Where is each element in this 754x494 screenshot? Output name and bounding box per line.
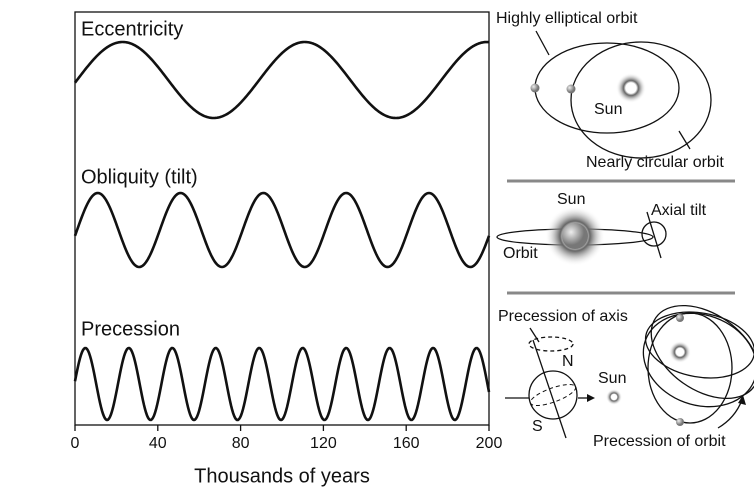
label: Sun [557, 191, 585, 208]
equator [529, 383, 577, 407]
label: N [562, 353, 574, 370]
label: Sun [594, 101, 622, 118]
earth [528, 370, 578, 420]
series-label: Eccentricity [81, 18, 183, 40]
label: Nearly circular orbit [586, 154, 724, 171]
series-line [73, 40, 490, 120]
planet [566, 84, 576, 94]
label: Precession of axis [498, 308, 628, 325]
planet [676, 314, 684, 322]
plot-frame [74, 11, 490, 426]
sun-core [562, 223, 588, 249]
arrow-head [587, 394, 595, 402]
planet [530, 83, 540, 93]
series-line [73, 346, 491, 422]
pointer [678, 130, 691, 150]
label: Precession of orbit [593, 433, 726, 450]
pointer [535, 30, 550, 56]
x-axis-label: Thousands of years [194, 465, 370, 487]
label: S [532, 418, 543, 435]
x-tick-label: 120 [310, 435, 337, 452]
sun [669, 341, 691, 363]
arrow-head [738, 395, 746, 405]
pointer [529, 327, 540, 343]
x-tick-label: 80 [232, 435, 250, 452]
obliquity-diagram: Sun Axial tilt Orbit [496, 191, 707, 266]
x-tick-label: 0 [71, 435, 80, 452]
eccentricity-diagram: Highly elliptical orbit Sun Nearly circu… [496, 10, 724, 171]
axis [532, 339, 567, 439]
precession-diagram: Precession of axis N S Sun Precession of… [498, 304, 754, 450]
planet [676, 418, 684, 426]
orbit [644, 311, 754, 379]
orbit [534, 42, 680, 134]
sun [616, 73, 646, 103]
orbit [650, 304, 754, 400]
earth [641, 221, 667, 247]
x-tick-label: 200 [476, 435, 503, 452]
series-label: Precession [81, 318, 180, 340]
label: Orbit [503, 245, 538, 262]
sun [606, 389, 622, 405]
x-tick-label: 160 [393, 435, 420, 452]
plot-area: Thousands of years 0 40 80 120 160 200 Eccentr… [71, 11, 503, 487]
label: Highly elliptical orbit [496, 10, 638, 27]
label: Axial tilt [651, 202, 707, 219]
axis [646, 211, 662, 259]
label: Sun [598, 370, 626, 387]
orbit [570, 41, 712, 159]
precession-cone [528, 336, 574, 352]
x-tick-label: 40 [149, 435, 167, 452]
series-line [73, 191, 491, 269]
series-label: Obliquity (tilt) [81, 166, 198, 188]
